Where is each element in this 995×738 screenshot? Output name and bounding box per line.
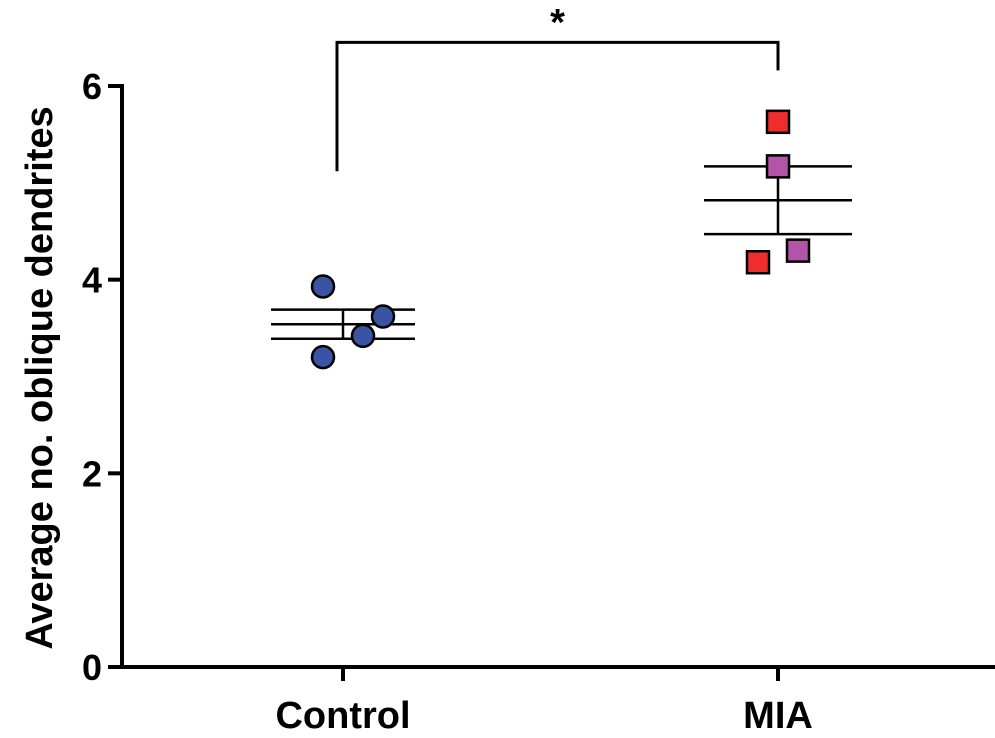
data-point-square xyxy=(765,109,791,135)
data-point-circle xyxy=(310,274,336,299)
data-point-circle xyxy=(310,344,336,370)
x-category-label: Control xyxy=(275,695,410,737)
x-axis: Control MIA xyxy=(120,665,995,737)
significance-bracket: * xyxy=(335,2,780,172)
bracket-line xyxy=(335,40,780,172)
data-point-square xyxy=(745,249,771,275)
y-tick-label: 2 xyxy=(82,453,102,494)
significance-star: * xyxy=(550,2,565,44)
y-tick-label: 4 xyxy=(82,260,102,301)
y-tick-label: 6 xyxy=(82,66,102,107)
data-point-circle xyxy=(350,323,376,349)
y-axis-title: Average no. oblique dendrites xyxy=(19,106,61,649)
x-category-label: MIA xyxy=(743,695,813,737)
y-axis: 0 2 4 6 xyxy=(82,66,124,688)
data-points xyxy=(310,109,811,370)
data-point-circle xyxy=(370,304,396,329)
data-point-square xyxy=(785,238,811,263)
data-point-square xyxy=(765,154,791,179)
y-tick-label: 0 xyxy=(82,647,102,688)
